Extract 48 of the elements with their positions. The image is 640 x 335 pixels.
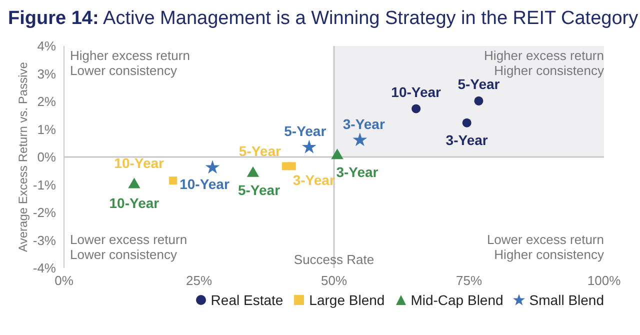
- point: [331, 148, 344, 160]
- annotation: 10-Year: [180, 176, 230, 192]
- x-tick-label: 75%: [456, 273, 482, 288]
- y-tick-label: 4%: [37, 38, 56, 54]
- x-axis-title: Success Rate: [294, 252, 374, 267]
- point: [169, 176, 178, 185]
- point: [412, 104, 421, 114]
- annotation: 5-Year: [238, 143, 281, 160]
- legend-label: Real Estate: [210, 292, 284, 308]
- y-tick-label: 1%: [37, 122, 56, 137]
- annotation: 10-Year: [391, 84, 441, 100]
- point: [462, 118, 472, 128]
- chart-title: Figure 14: Active Management is a Winning Strategy in the REIT Category: [8, 8, 638, 31]
- legend-label: Large Blend: [308, 292, 385, 308]
- annotation: 3-Year: [342, 116, 385, 132]
- point: [302, 140, 316, 154]
- annotation: Higher excess return Higher consistency: [484, 48, 604, 78]
- annotation: 10-Year: [114, 154, 164, 171]
- y-tick-label: 0%: [37, 150, 56, 165]
- annotation: 3-Year: [292, 172, 335, 188]
- annotation: Lower excess return Lower consistency: [70, 232, 188, 262]
- x-tick-label: 50%: [320, 273, 348, 288]
- point: [205, 160, 220, 174]
- annotation: 5-Year: [284, 123, 326, 140]
- y-tick-label: -2%: [32, 205, 56, 220]
- legend-label: Mid-Cap Blend: [410, 292, 504, 308]
- x-tick-label: 25%: [186, 273, 212, 288]
- legend-label: Small Blend: [528, 292, 604, 308]
- y-tick-label: 3%: [37, 66, 56, 82]
- point: [352, 132, 368, 146]
- annotation: Higher excess return Lower consistency: [70, 48, 190, 78]
- x-tick-label: 0%: [54, 273, 74, 288]
- annotation: 5-Year: [458, 76, 500, 92]
- annotation: 3-Year: [336, 164, 378, 180]
- y-tick-label: -1%: [32, 177, 56, 192]
- annotation: 5-Year: [238, 182, 280, 198]
- point: [474, 96, 484, 106]
- y-axis-title: Average Excess Return vs. Passive: [16, 62, 30, 252]
- y-tick-label: 2%: [37, 94, 56, 110]
- point: [246, 166, 260, 177]
- annotation: 10-Year: [109, 194, 160, 211]
- y-tick-label: -3%: [32, 232, 56, 248]
- annotation: Lower excess return Higher consistency: [486, 232, 604, 262]
- y-tick-label: -4%: [32, 260, 56, 276]
- point: [128, 178, 140, 188]
- x-tick-label: 100%: [587, 273, 622, 288]
- point: [288, 162, 296, 170]
- annotation: 3-Year: [446, 132, 488, 148]
